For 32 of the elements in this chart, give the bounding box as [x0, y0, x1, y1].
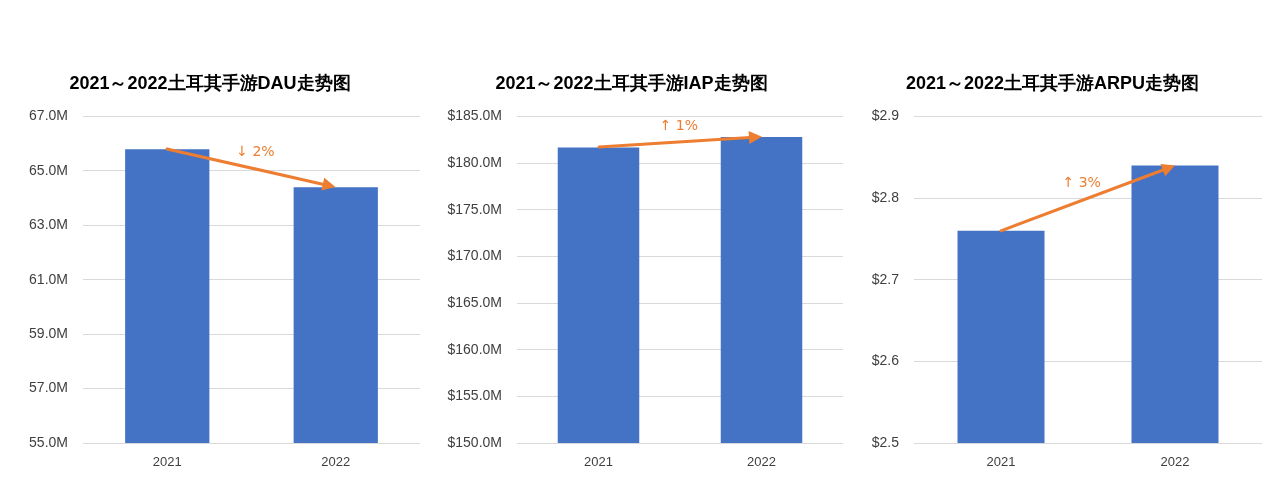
y-tick-label: $155.0M	[447, 387, 502, 404]
y-tick-label: $180.0M	[447, 154, 502, 171]
y-tick-label: 61.0M	[29, 270, 68, 287]
y-tick-label: 65.0M	[29, 161, 68, 178]
x-tick-label: 2021	[584, 454, 613, 470]
y-tick-label: $175.0M	[447, 200, 502, 217]
x-tick-label: 2021	[152, 454, 182, 470]
y-tick-label: 67.0M	[29, 107, 68, 124]
y-tick-label: $185.0M	[447, 107, 502, 124]
annotation: ↑ 3%	[1062, 173, 1101, 190]
annotation: ↑ 1%	[659, 116, 699, 133]
chart-title: 2021～2022土耳其手游DAU走势图	[69, 72, 351, 93]
y-tick-label: 63.0M	[29, 216, 68, 233]
y-tick-label: $2.8	[871, 189, 900, 206]
y-tick-label: $170.0M	[447, 247, 502, 264]
y-tick-label: $2.6	[871, 352, 900, 369]
annotation: ↓ 2%	[236, 143, 275, 160]
x-tick-label: 2021	[986, 454, 1016, 470]
y-tick-label: $2.9	[871, 107, 900, 124]
x-tick-label: 2022	[1160, 454, 1190, 470]
y-tick-label: $150.0M	[447, 433, 502, 450]
y-tick-label: $160.0M	[447, 340, 502, 357]
y-tick-label: 59.0M	[29, 325, 68, 342]
y-tick-label: $165.0M	[447, 293, 502, 310]
x-tick-label: 2022	[747, 454, 776, 470]
x-tick-label: 2022	[321, 454, 351, 470]
y-tick-label: 57.0M	[29, 379, 68, 396]
y-tick-label: $2.7	[871, 270, 900, 287]
chart-title: 2021～2022土耳其手游IAP走势图	[495, 72, 768, 93]
chart-title: 2021～2022土耳其手游ARPU走势图	[905, 72, 1200, 93]
y-tick-label: $2.5	[871, 433, 900, 450]
y-tick-label: 55.0M	[29, 433, 68, 450]
